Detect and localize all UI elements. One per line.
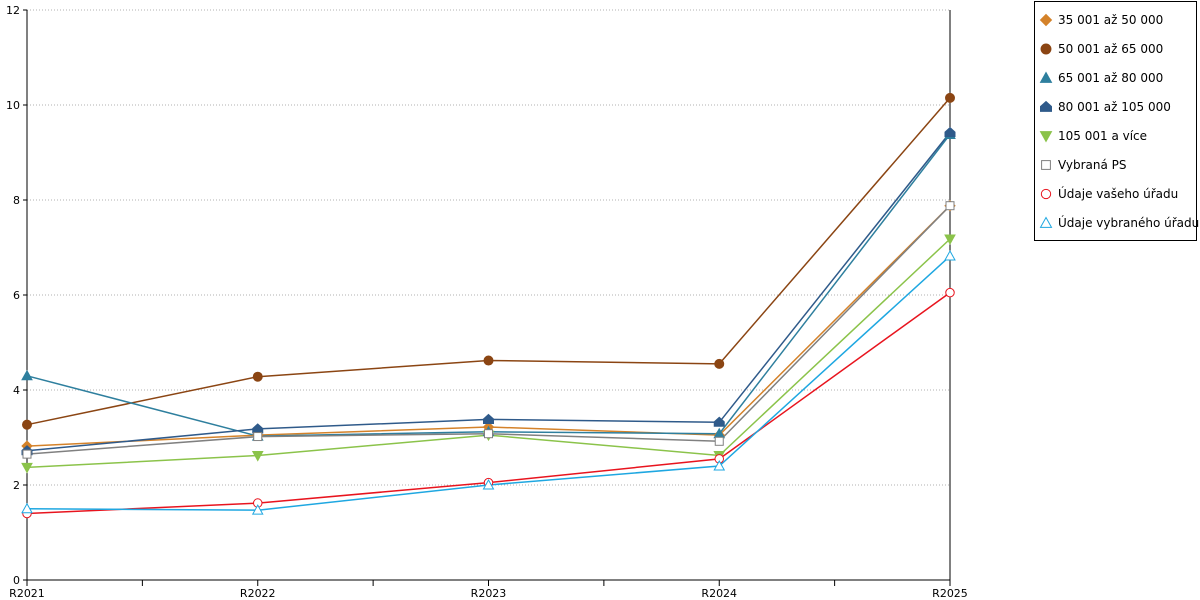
legend: 35 001 až 50 000 50 001 až 65 000 65 001 a… [1034, 1, 1199, 241]
data-point [483, 355, 494, 366]
x-tick-label: R2023 [471, 587, 507, 600]
axes [23, 9, 951, 586]
data-point [944, 126, 956, 138]
legend-entry: 50 001 až 65 000 [1039, 40, 1163, 58]
data-point [484, 429, 493, 439]
y-tick-label: 6 [13, 289, 20, 302]
legend-label: 105 001 a více [1058, 129, 1148, 143]
legend-marker-icon [1039, 71, 1053, 83]
legend-entry: Vybraná PS [1039, 156, 1127, 174]
data-point [714, 436, 724, 446]
legend-marker-icon [1039, 216, 1053, 228]
y-tick-label: 2 [13, 479, 20, 492]
legend-label: 65 001 až 80 000 [1058, 71, 1164, 85]
series-line [26, 205, 951, 447]
data-point [251, 504, 264, 515]
legend-label: 35 001 až 50 000 [1058, 13, 1164, 27]
data-point [944, 250, 956, 261]
line-chart: 0 2 4 6 8 10 12 R2021 R2022 R2023 R2024 R2025 [6, 4, 968, 600]
legend-marker-icon [1039, 13, 1053, 27]
data-point [251, 451, 264, 462]
data-point [21, 462, 33, 474]
data-point [483, 413, 494, 424]
data-point [945, 92, 955, 103]
legend-label: Údaje vybraného úřadu [1058, 216, 1200, 230]
data-point [22, 449, 32, 459]
y-axis-tick-labels: 0 2 4 6 8 10 12 [6, 4, 20, 587]
legend-entry: Údaje vybraného úřadu [1039, 214, 1199, 232]
legend-marker-icon [1039, 131, 1053, 143]
legend-marker-icon [1040, 188, 1052, 200]
data-point [22, 419, 32, 430]
data-point [252, 423, 264, 434]
legend-entry: Údaje vašeho úřadu [1039, 185, 1178, 203]
y-tick-label: 0 [13, 574, 20, 587]
data-point [714, 358, 725, 369]
series-line [26, 255, 951, 511]
legend-entry: 35 001 až 50 000 [1039, 11, 1163, 29]
legend-marker-icon [1041, 160, 1051, 170]
legend-marker-icon [1040, 43, 1052, 55]
data-point [713, 459, 726, 471]
legend-label: 50 001 až 65 000 [1058, 42, 1164, 56]
x-tick-label: R2022 [240, 587, 276, 600]
series-line [26, 133, 951, 437]
data-point [253, 432, 263, 442]
y-tick-label: 12 [6, 4, 20, 17]
series-line [26, 132, 951, 452]
data-point [713, 416, 725, 427]
legend-label: 80 001 až 105 000 [1058, 100, 1171, 114]
y-tick-label: 8 [13, 194, 20, 207]
data-point [21, 502, 33, 514]
x-tick-label: R2021 [9, 587, 45, 600]
legend-label: Údaje vašeho úřadu [1058, 187, 1179, 201]
legend-marker-icon [1040, 100, 1052, 112]
y-tick-label: 4 [13, 384, 20, 397]
x-tick-label: R2024 [701, 587, 737, 600]
legend-entry: 105 001 a více [1039, 127, 1147, 145]
legend-label: Vybraná PS [1058, 158, 1127, 172]
y-tick-label: 10 [6, 99, 20, 112]
x-tick-label: R2025 [932, 587, 968, 600]
series-line [26, 97, 951, 426]
data-point [252, 371, 263, 382]
data-point [945, 287, 955, 298]
legend-entry: 80 001 až 105 000 [1039, 98, 1171, 116]
data-point [944, 234, 956, 245]
series-markers [21, 92, 956, 519]
legend-entry: 65 001 až 80 000 [1039, 69, 1163, 87]
data-point [482, 478, 495, 490]
x-axis-tick-labels: R2021 R2022 R2023 R2024 R2025 [9, 587, 968, 600]
data-point [945, 201, 955, 211]
data-point [21, 369, 33, 381]
series-lines [26, 97, 951, 515]
grid-lines [27, 9, 950, 486]
